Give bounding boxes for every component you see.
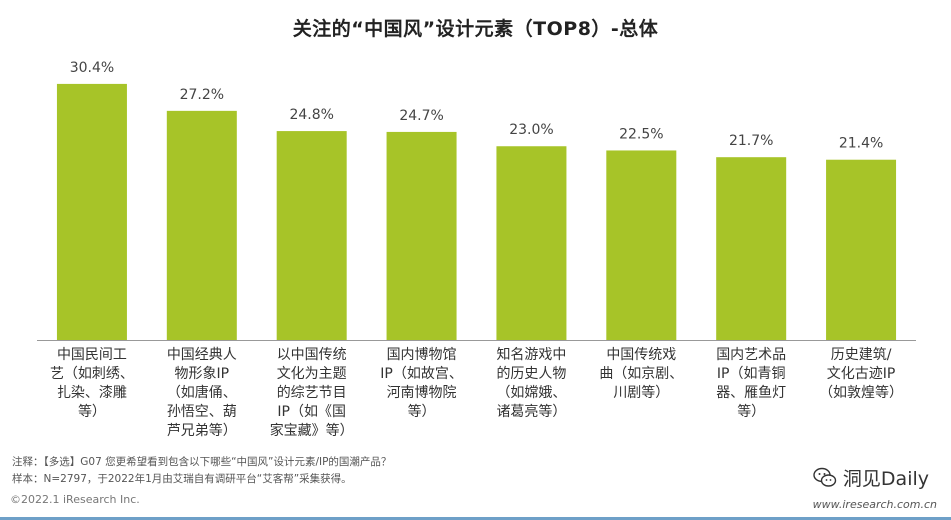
sample-note: 样本：N=2797，于2022年1月由艾瑞自有调研平台“艾客帮”采集获得。 (12, 473, 352, 485)
data-label: 24.7% (399, 108, 443, 124)
data-label: 21.7% (729, 133, 773, 149)
category-label: 中国经典人 物形象IP （如唐俑、 孙悟空、葫 芦兄弟等） (166, 347, 237, 439)
brand-watermark: 洞见Daily (813, 464, 929, 491)
data-label: 24.8% (289, 107, 333, 123)
bar (56, 83, 127, 341)
wechat-icon (813, 467, 837, 487)
bar (826, 159, 897, 340)
bar (606, 150, 677, 340)
data-label: 21.4% (839, 136, 883, 152)
copyright-text: ©2022.1 iResearch Inc. (10, 493, 140, 506)
data-label: 27.2% (180, 87, 224, 103)
category-label: 中国民间工 艺（如刺绣、 扎染、漆雕 等） (49, 347, 134, 420)
category-label: 历史建筑/ 文化古迹IP （如敦煌等） (819, 347, 904, 401)
data-label: 23.0% (509, 122, 553, 138)
bar (496, 146, 567, 340)
data-label: 30.4% (70, 60, 114, 76)
bar (386, 131, 457, 340)
category-label: 以中国传统 文化为主题 的综艺节目 IP（如《国 家宝藏》等） (269, 347, 354, 439)
brand-name: 洞见Daily (842, 468, 929, 490)
bar (276, 131, 347, 340)
data-label: 22.5% (619, 126, 663, 142)
bar (716, 157, 787, 340)
bar (166, 110, 237, 341)
site-url: www.iresearch.com.cn (812, 498, 937, 511)
category-label: 国内博物馆 IP（如故宫、 河南博物院 等） (380, 347, 463, 420)
chart-title: 关注的“中国风”设计元素（TOP8）-总体 (292, 18, 659, 40)
survey-note: 注释：【多选】G07 您更希望看到包含以下哪些“中国风”设计元素/IP的国潮产品… (12, 456, 392, 468)
category-label: 国内艺术品 IP（如青铜 器、雁鱼灯 等） (716, 347, 787, 420)
footer-rule (0, 517, 951, 520)
category-label: 中国传统戏 曲（如京剧、 川剧等） (599, 347, 684, 401)
category-label: 知名游戏中 的历史人物 （如嫦娥、 诸葛亮等） (496, 347, 567, 420)
